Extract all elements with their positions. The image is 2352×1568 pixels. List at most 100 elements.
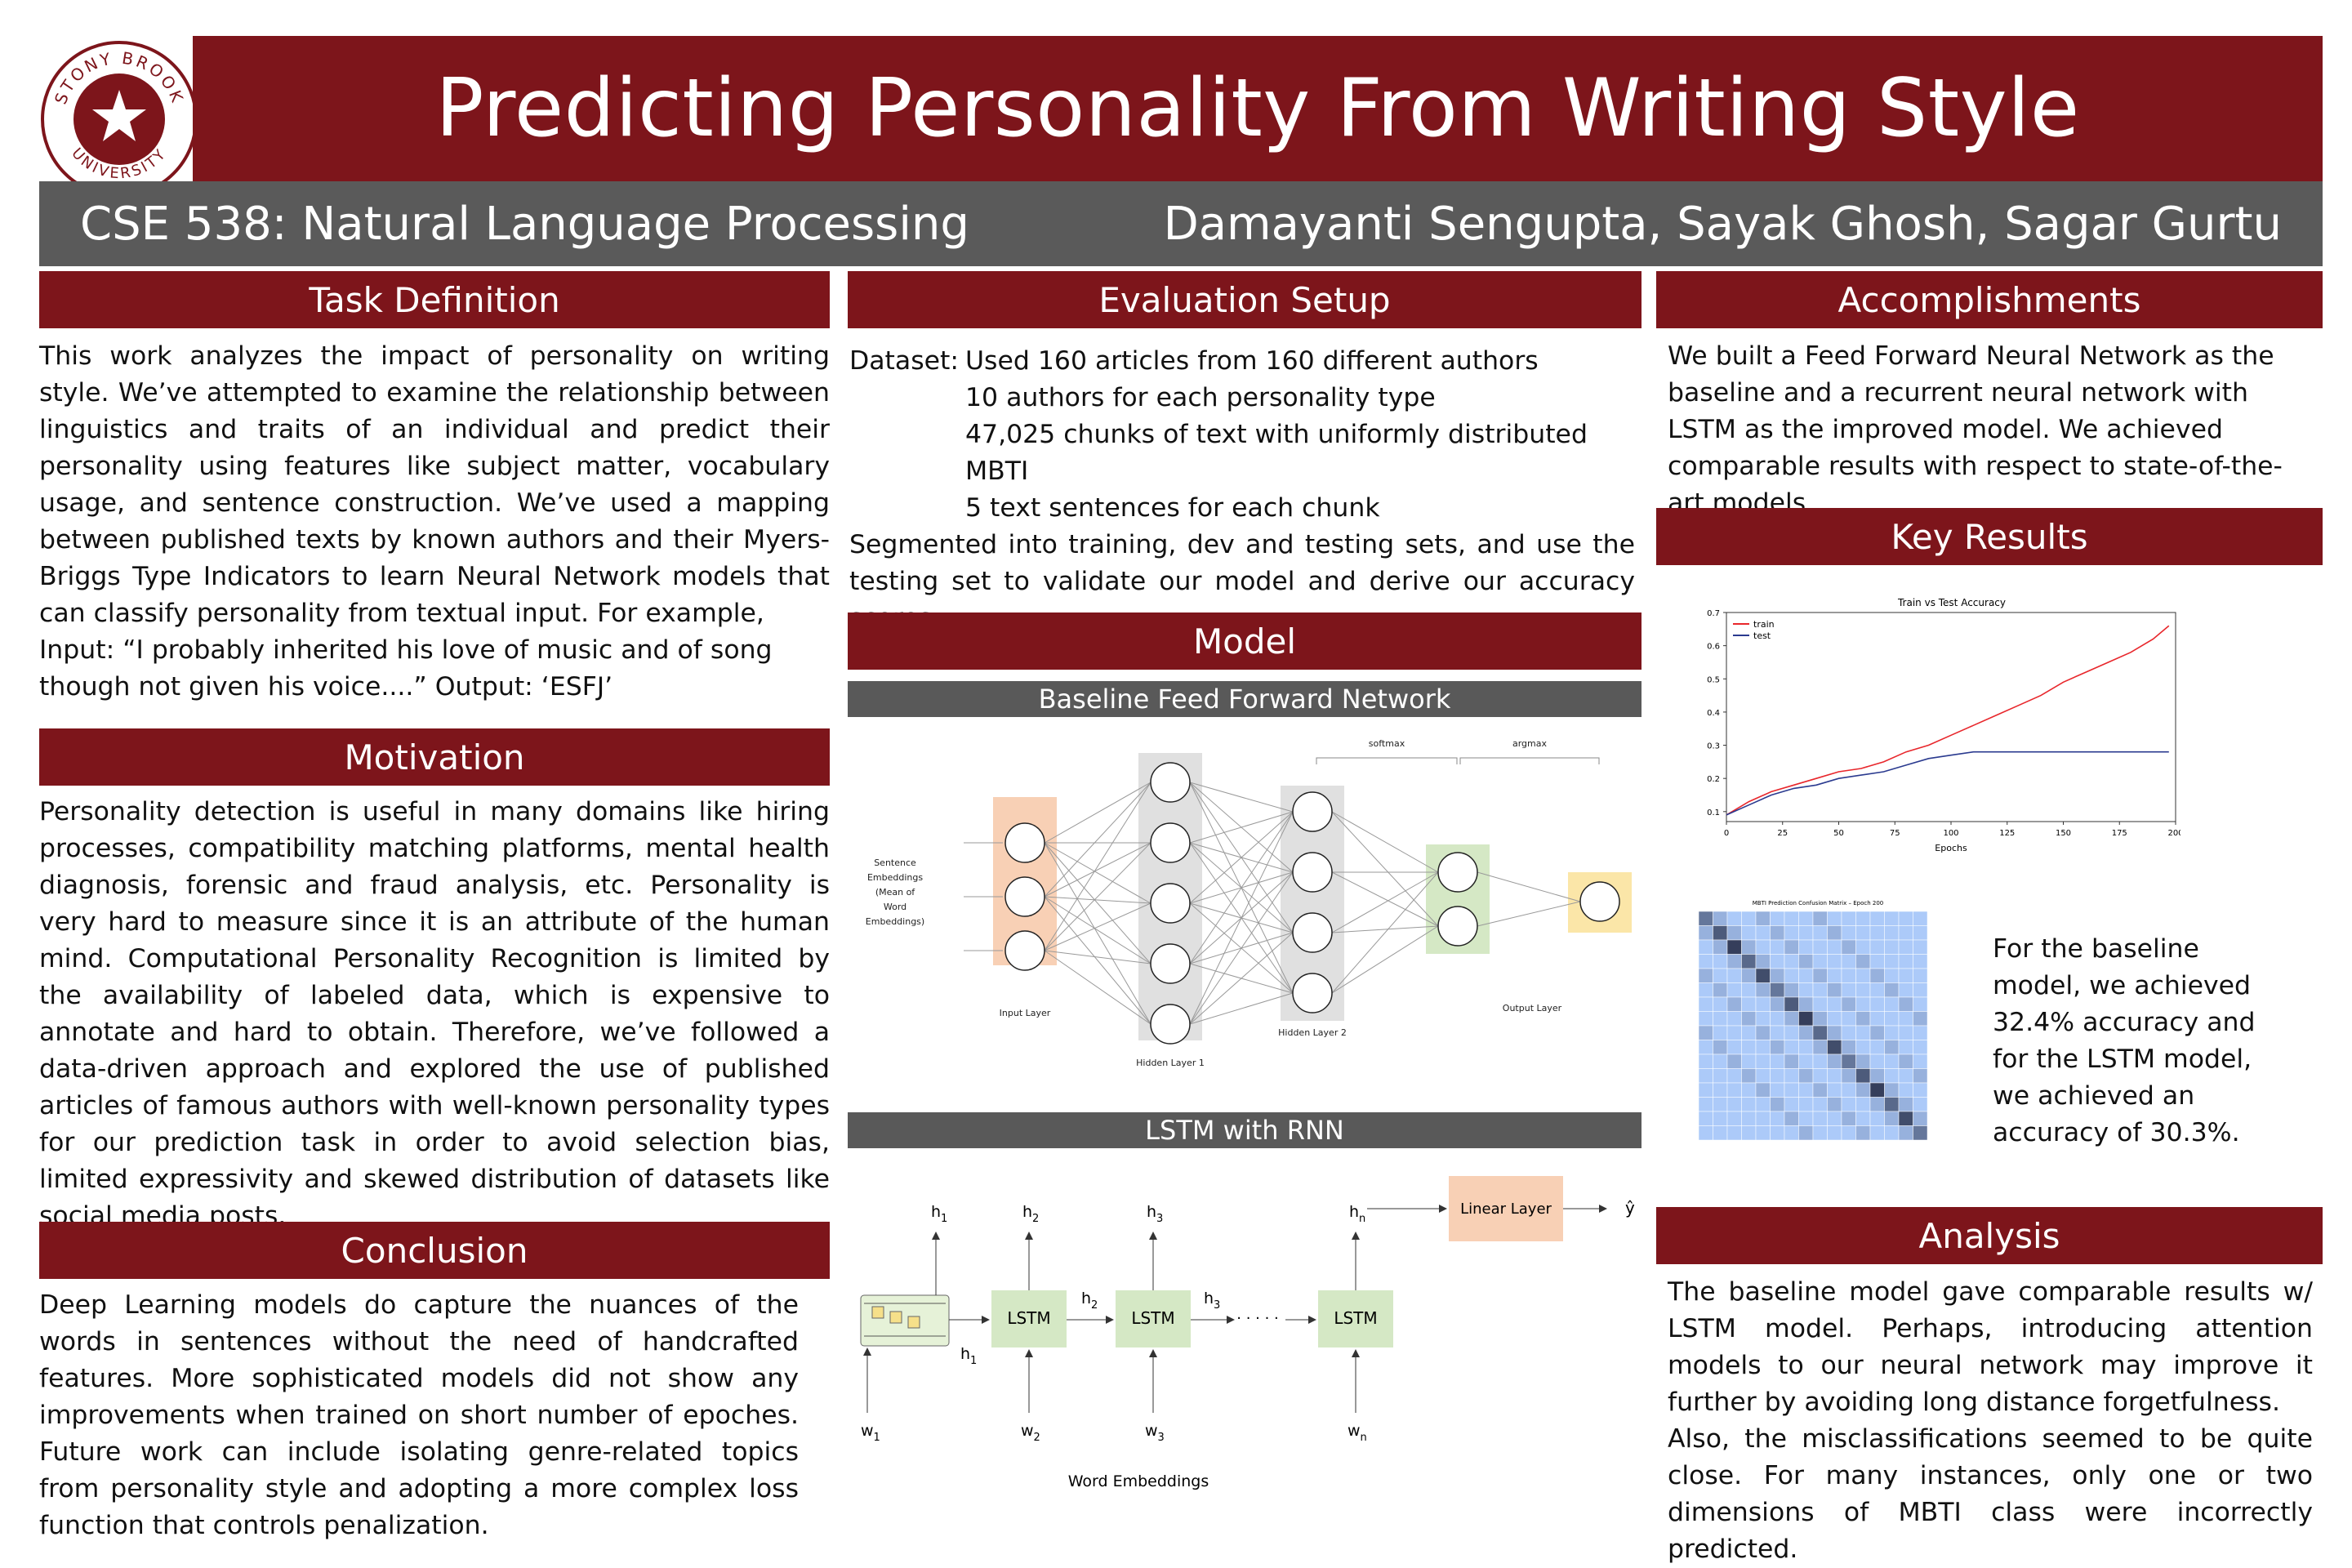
cm-cell (1841, 939, 1856, 955)
input-layer-label: Input Layer (1000, 1008, 1051, 1018)
cm-cell (1755, 1054, 1771, 1069)
ffn-edge (1189, 782, 1294, 813)
cm-cell (1841, 954, 1856, 969)
cm-cell (1898, 996, 1913, 1012)
cm-cell (1713, 1111, 1728, 1126)
cm-cell (1884, 1125, 1900, 1141)
cm-cell (1913, 925, 1928, 941)
cm-cell (1755, 1125, 1771, 1141)
input-caption-line: Embeddings) (866, 916, 924, 927)
cm-cell (1798, 1025, 1814, 1040)
cm-cell (1827, 954, 1842, 969)
cm-cell (1913, 1054, 1928, 1069)
cm-cell (1913, 954, 1928, 969)
cm-cell (1827, 1011, 1842, 1027)
cm-cell (1898, 925, 1913, 941)
cm-cell (1898, 954, 1913, 969)
y-tick-label: 0.2 (1707, 775, 1720, 784)
cm-cell (1784, 1068, 1799, 1084)
cm-cell (1855, 1054, 1871, 1069)
ffn-edge (1044, 782, 1152, 898)
cm-cell (1827, 1025, 1842, 1040)
cm-cell (1898, 982, 1913, 998)
analysis-paragraph: Also, the misclassifications seemed to b… (1668, 1424, 2313, 1564)
motivation-text: Personality detection is useful in many … (39, 797, 830, 1231)
cm-cell (1841, 1068, 1856, 1084)
cm-cell (1741, 939, 1757, 955)
course-name: CSE 538: Natural Language Processing (80, 197, 969, 251)
cm-cell (1812, 1082, 1828, 1098)
cm-cell (1869, 954, 1885, 969)
cm-cell (1855, 982, 1871, 998)
cm-cell (1812, 1111, 1828, 1126)
cm-cell (1869, 939, 1885, 955)
cm-cell (1841, 996, 1856, 1012)
cm-cell (1869, 911, 1885, 926)
cm-cell (1713, 982, 1728, 998)
hidden-state-label: h1 (960, 1345, 977, 1367)
cm-title: MBTI Prediction Confusion Matrix – Epoch… (1753, 900, 1883, 906)
task-example: Input: “I probably inherited his love of… (39, 635, 773, 702)
cm-cell (1755, 939, 1771, 955)
cm-cell (1898, 1125, 1913, 1141)
cm-cell (1798, 1125, 1814, 1141)
cm-cell (1812, 925, 1828, 941)
cm-cell (1798, 1040, 1814, 1055)
cm-cell (1913, 1040, 1928, 1055)
cm-cell (1784, 1111, 1799, 1126)
cm-cell (1755, 1025, 1771, 1040)
cm-cell (1827, 1097, 1842, 1112)
ffn-edge (1189, 811, 1294, 964)
lstm-model-title: LSTM with RNN (848, 1112, 1642, 1148)
neuron (1004, 930, 1045, 971)
cm-cell (1741, 1011, 1757, 1027)
y-tick-label: 0.6 (1707, 643, 1720, 652)
cm-cell (1784, 1125, 1799, 1141)
cm-cell (1827, 1082, 1842, 1098)
cm-cell (1855, 925, 1871, 941)
analysis-text: The baseline model gave comparable resul… (1668, 1274, 2313, 1568)
cm-cell (1913, 996, 1928, 1012)
hidden-state-label: hn (1349, 1203, 1365, 1225)
cm-cell (1855, 1097, 1871, 1112)
cm-cell (1913, 1082, 1928, 1098)
ffn-edge (1477, 901, 1581, 927)
cm-cell (1770, 968, 1785, 983)
series-line-test (1726, 751, 2169, 816)
cm-cell (1855, 1068, 1871, 1084)
cm-cell (1755, 1097, 1771, 1112)
cm-cell (1698, 1082, 1713, 1098)
cm-cell (1713, 968, 1728, 983)
chart-legend: train test (1733, 619, 1775, 641)
hidden-state-label: h1 (931, 1203, 947, 1225)
neuron (1150, 762, 1191, 803)
cm-cell (1884, 982, 1900, 998)
cm-cell (1741, 925, 1757, 941)
input-caption-line: Word (884, 902, 906, 912)
ffn-edge (1044, 842, 1152, 951)
ffn-edge (1477, 871, 1581, 902)
cm-cell (1698, 1054, 1713, 1069)
cm-cell (1770, 1011, 1785, 1027)
x-tick-label: 175 (2112, 829, 2127, 838)
x-tick-label: 50 (1833, 829, 1844, 838)
cm-cell (1713, 954, 1728, 969)
cm-cell (1869, 968, 1885, 983)
cm-cell (1812, 1040, 1828, 1055)
poster-title: Predicting Personality From Writing Styl… (193, 36, 2323, 181)
cm-cell (1713, 1082, 1728, 1098)
cm-cell (1798, 996, 1814, 1012)
neuron (1004, 876, 1045, 917)
neuron (1292, 791, 1333, 832)
y-tick-label: 0.1 (1707, 808, 1720, 817)
cm-cell (1698, 954, 1713, 969)
cm-cell (1755, 954, 1771, 969)
cm-cell (1713, 1068, 1728, 1084)
cm-cell (1812, 1025, 1828, 1040)
word-label: wn (1348, 1422, 1367, 1444)
cm-cell (1827, 1068, 1842, 1084)
cm-cell (1913, 1011, 1928, 1027)
cm-cell (1713, 1011, 1728, 1027)
cm-cell (1726, 939, 1742, 955)
cm-cell (1884, 911, 1900, 926)
